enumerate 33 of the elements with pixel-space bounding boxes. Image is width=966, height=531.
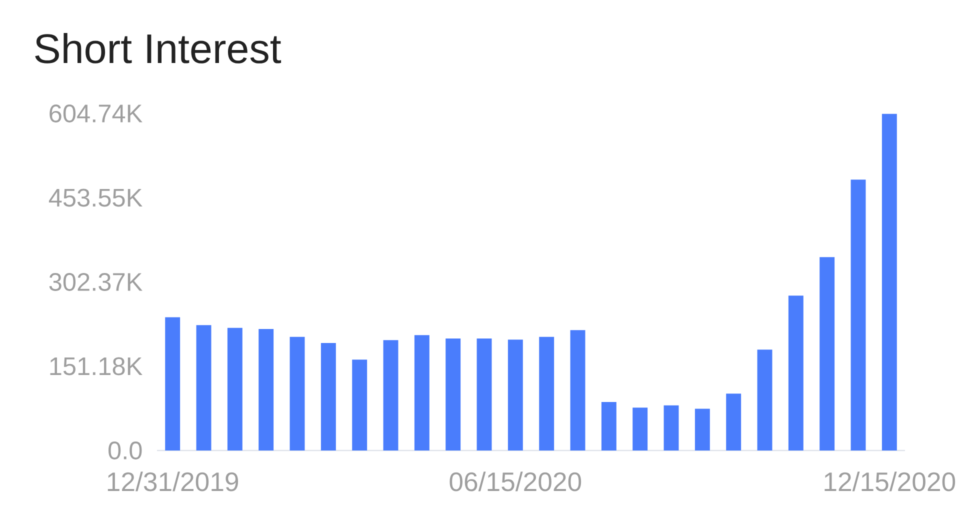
bar	[757, 350, 772, 450]
bar	[383, 340, 398, 450]
y-tick-label: 0.0	[108, 442, 142, 460]
x-tick-label: 12/15/2020	[824, 472, 956, 492]
bar	[570, 330, 586, 450]
bar	[320, 342, 336, 450]
bar	[539, 336, 554, 450]
bar	[414, 335, 430, 450]
chart-title: Short Interest	[35, 33, 282, 64]
y-tick-label: 151.18K	[50, 357, 142, 376]
y-tick-label: 453.55K	[48, 188, 142, 207]
bar	[601, 402, 616, 450]
bar	[820, 257, 835, 450]
bar	[788, 296, 804, 450]
bar	[227, 328, 242, 450]
bar	[850, 180, 866, 450]
bar	[882, 114, 897, 450]
y-tick-label: 302.37K	[49, 273, 142, 291]
bar	[508, 340, 523, 450]
bar	[165, 317, 180, 450]
x-tick-label: 12/31/2019	[108, 472, 238, 492]
bar	[352, 360, 368, 450]
x-tick-label: 06/15/2020	[450, 472, 582, 492]
bar	[290, 336, 305, 450]
bar	[196, 325, 212, 450]
bar	[726, 394, 742, 450]
bar	[446, 338, 461, 450]
y-tick-label: 604.74K	[50, 104, 142, 122]
bar	[476, 338, 492, 450]
bar	[664, 405, 679, 450]
bar	[694, 408, 710, 450]
bar	[258, 329, 274, 450]
bar	[632, 408, 648, 450]
